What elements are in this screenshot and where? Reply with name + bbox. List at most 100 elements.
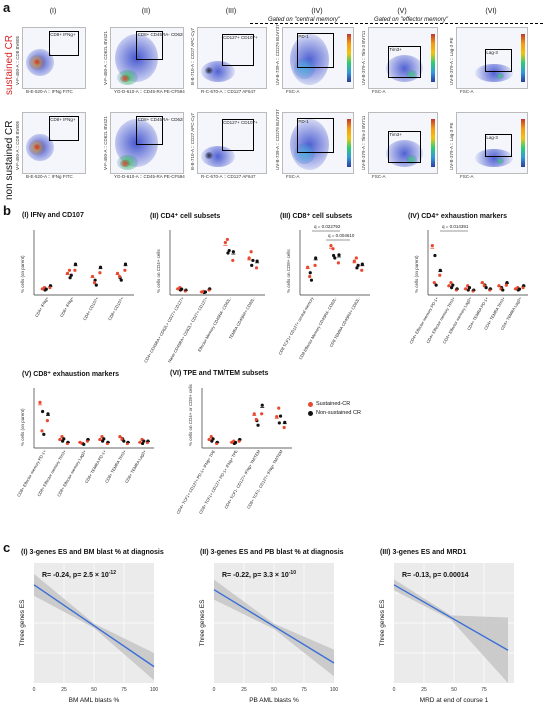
strip-point xyxy=(122,439,126,443)
x-tick-label: 100 xyxy=(150,687,159,693)
strip-point xyxy=(45,419,50,423)
strip-point xyxy=(119,278,123,282)
strip-point xyxy=(42,432,46,436)
flow-plot-r1-c6: Lag-3 xyxy=(456,27,528,89)
flow-colorbar xyxy=(521,119,525,167)
annotation-exponent: -12 xyxy=(109,570,116,576)
strip-point xyxy=(67,268,72,272)
x-tick-label: 50 xyxy=(451,687,457,693)
strip-point xyxy=(260,403,264,407)
strip-category-label: CD4+ Effector memory Tim3+ xyxy=(425,295,456,344)
legend: Sustained-CR Non-sustained CR xyxy=(308,401,361,416)
flow-plot-r2-c5: Tim3+ xyxy=(368,112,438,174)
column-label-4: (IV) xyxy=(311,8,323,15)
strip-category-label: Naive CD45RA+ CD62L+ CD27+ CD127+ xyxy=(167,295,209,363)
strip-point xyxy=(438,273,442,277)
x-tick-label: 25 xyxy=(421,687,427,693)
flow-gate-box xyxy=(136,31,164,60)
flow-plot-r1-c1: CD8+ IFNg+ xyxy=(22,27,86,89)
strip-point xyxy=(450,285,454,290)
strip-point xyxy=(231,258,235,263)
strip-category-label: CD4+ CD45RA+ CD62L+ CD27+ CD127+ xyxy=(143,295,185,363)
strip-point xyxy=(255,259,259,263)
strip-point xyxy=(360,268,364,272)
strip-point xyxy=(123,262,128,266)
y-axis-title: Three genes ES xyxy=(199,599,206,647)
flow-density-cloud xyxy=(34,144,41,151)
flow-colorbar xyxy=(521,34,525,82)
strip-category-label: CD4+ CD107+ xyxy=(82,295,100,321)
flow-plot-r1-c3: CD127+ CD107+ xyxy=(197,27,267,89)
strip-point xyxy=(93,278,97,282)
flow-gate-name: CD127+ CD107+ xyxy=(223,120,258,126)
strip-point xyxy=(227,248,231,253)
flow-gate-name: PD-1 xyxy=(298,119,309,124)
strip-point xyxy=(85,439,89,443)
flow-plot-r1-c5: Tim3+ xyxy=(368,27,438,89)
flow-gate-box xyxy=(221,34,255,66)
flow-x-axis-label: R-C-670-A :: CD127 AF647 xyxy=(201,174,256,179)
strip-point xyxy=(100,435,104,439)
panel-a-letter: a xyxy=(3,0,11,15)
x-tick-label: 75 xyxy=(301,687,307,693)
correlation-annotation: R= -0.22, p= 3.3 × 10-10 xyxy=(222,570,296,579)
flow-gate-name: Tim3+ xyxy=(389,47,402,53)
strip-point xyxy=(282,425,286,430)
flow-density-cloud xyxy=(495,73,504,79)
strip-category-label: TEMRA CD45RA+ CD62L- xyxy=(228,295,257,340)
flow-density-cloud xyxy=(406,155,417,164)
x-tick-label: 100 xyxy=(330,687,339,693)
annotation-exponent: -10 xyxy=(289,570,296,576)
flow-gate-name: PD-1 xyxy=(298,34,309,39)
legend-label-non-sustained: Non-sustained CR xyxy=(316,410,361,416)
flow-colorbar xyxy=(347,34,351,82)
legend-item-non-sustained: Non-sustained CR xyxy=(308,410,361,416)
strip-category-label: CD8+ TCF1+ CD127+ PD-1+ IFNg+ TPE xyxy=(198,449,239,515)
strip-point xyxy=(225,237,229,242)
strip-point xyxy=(283,420,287,424)
strip-point xyxy=(117,274,122,279)
strip-category-label: CD8+ TEMRA Tim3+ xyxy=(104,448,127,483)
subplot-title-3: (III) CD8⁺ cell subsets xyxy=(280,213,353,220)
flow-density-cloud xyxy=(201,61,236,82)
strip-point xyxy=(501,288,505,292)
strip-point xyxy=(231,250,235,254)
x-tick-label: 50 xyxy=(271,687,277,693)
strip-point xyxy=(354,256,358,260)
strip-point xyxy=(433,253,437,258)
strip-point xyxy=(331,247,335,251)
strip-point xyxy=(98,265,103,269)
strip-point xyxy=(237,439,241,443)
flow-density-cloud xyxy=(204,152,213,160)
subplot-title-2: (II) CD4⁺ cell subsets xyxy=(150,213,221,220)
flow-colorbar xyxy=(431,34,435,82)
flow-gate-name: Tim3+ xyxy=(389,132,402,138)
x-axis-title: PB AML blasts % xyxy=(249,697,299,704)
flow-gate-name: CD8+ IFNg+ xyxy=(50,32,76,38)
strip-y-axis-label: % cells on CD4+ or CD8+ cells xyxy=(188,383,193,446)
flow-plot-r2-c6: Lag-3 xyxy=(456,112,528,174)
flow-plot-r1-c2: CD8+ CD45RA- CD62L+ xyxy=(110,27,184,89)
flow-density-cloud xyxy=(119,74,131,82)
strip-point xyxy=(497,284,501,288)
strip-point xyxy=(48,285,52,290)
gated-effector-memory-note: Gated on "effector memory" xyxy=(374,17,448,23)
strip-point xyxy=(277,421,281,425)
flow-gate-name: Lag-3 xyxy=(486,50,498,56)
flow-x-axis-label: FSC-A xyxy=(460,89,474,94)
strip-point xyxy=(252,412,256,416)
strip-point xyxy=(430,244,434,248)
strip-point xyxy=(82,442,86,446)
strip-point xyxy=(360,262,364,266)
strip-q-annotation: q = 0.022792 xyxy=(314,224,341,229)
x-tick-label: 75 xyxy=(481,687,487,693)
strip-point xyxy=(118,435,122,439)
strip-point xyxy=(447,284,451,288)
strip-point xyxy=(44,287,48,291)
strip-point xyxy=(233,440,238,445)
strip-point xyxy=(123,268,127,272)
strip-point xyxy=(73,268,77,272)
strip-point xyxy=(60,435,64,439)
flow-gate-name: CD127+ CD107+ xyxy=(223,35,258,41)
strip-point xyxy=(432,281,436,285)
